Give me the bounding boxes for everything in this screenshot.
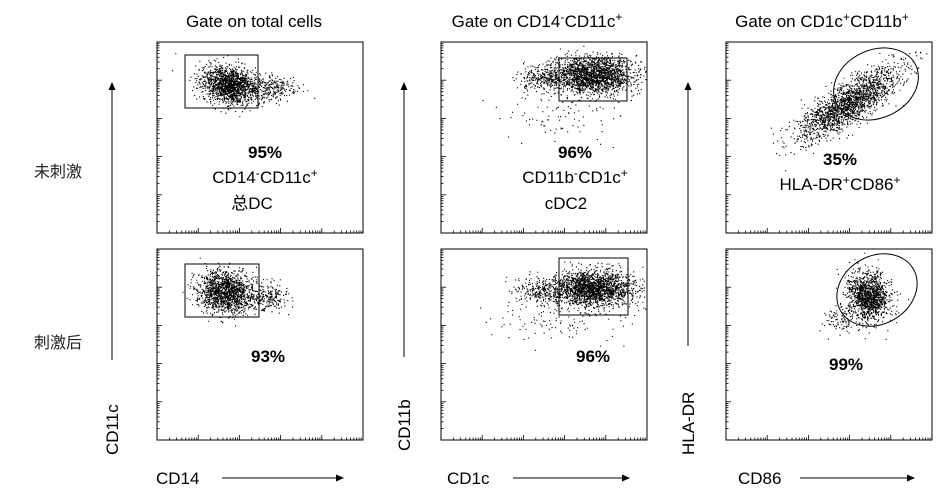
gate-percent: 35%	[823, 150, 857, 169]
row-label: 未刺激	[34, 162, 82, 181]
scatter-points	[819, 252, 910, 340]
panel-p2: 96% CD11b- CD1c+ cDC2	[440, 41, 648, 234]
plot-frame	[156, 248, 364, 441]
plot-frame	[156, 41, 364, 234]
column-title: Gate on CD14- CD11c+	[452, 10, 623, 31]
panel-p5: 96%	[440, 248, 648, 441]
panel-p3: 35% HLA-DR+ CD86+	[725, 41, 933, 234]
axis-ticks	[156, 250, 362, 441]
gate-percent: 99%	[829, 355, 863, 374]
plot-frame	[725, 41, 933, 234]
gate-percent: 93%	[251, 347, 285, 366]
plot-frame	[440, 248, 648, 441]
x-axis-label: CD86	[738, 469, 781, 488]
gate-rectangle	[184, 54, 259, 109]
event-dots	[182, 257, 294, 327]
column-title: Gate on CD1c+ CD11b+	[735, 10, 909, 31]
gate-rectangle	[184, 263, 260, 318]
y-axis-label: CD11b	[395, 399, 414, 451]
event-dots	[819, 252, 910, 340]
gate-ellipse	[833, 47, 919, 121]
plot-frame	[725, 248, 933, 441]
column-title: Gate on total cells	[186, 12, 322, 31]
event-dots	[480, 261, 647, 351]
gate-rectangle	[558, 57, 628, 102]
axis-ticks	[725, 43, 931, 234]
population-name: cDC2	[545, 194, 588, 213]
axis-ticks	[156, 43, 362, 234]
gate-percent: 96%	[558, 143, 592, 162]
population-name: 总DC	[231, 194, 273, 213]
scatter-points	[172, 53, 316, 118]
gate-percent: 95%	[248, 143, 282, 162]
panel-p6: 99%	[725, 248, 933, 441]
panel-p1: 95% CD14- CD11c+ 总DC	[156, 41, 364, 234]
scatter-points	[480, 261, 647, 351]
event-dots	[172, 53, 316, 118]
row-label: 刺激后	[34, 333, 82, 352]
axis-ticks	[440, 250, 646, 441]
gate-rectangle	[558, 257, 629, 316]
x-axis-label: CD1c	[447, 469, 490, 488]
population-label: CD14- CD11c+	[212, 166, 317, 187]
gate-percent: 96%	[576, 347, 610, 366]
x-axis-label: CD14	[156, 469, 199, 488]
plot-frame	[440, 41, 648, 234]
scatter-points	[182, 257, 294, 327]
y-axis-label: HLA-DR	[679, 392, 698, 455]
gate-ellipse	[836, 253, 918, 327]
population-label: CD11b- CD1c+	[522, 166, 627, 187]
population-label: HLA-DR+ CD86+	[779, 173, 900, 194]
event-dots	[482, 45, 647, 148]
scatter-points	[482, 45, 647, 148]
axis-ticks	[440, 43, 646, 234]
y-axis-label: CD11c	[103, 404, 122, 455]
axis-ticks	[725, 250, 931, 441]
panel-p4: 93%	[156, 248, 364, 441]
